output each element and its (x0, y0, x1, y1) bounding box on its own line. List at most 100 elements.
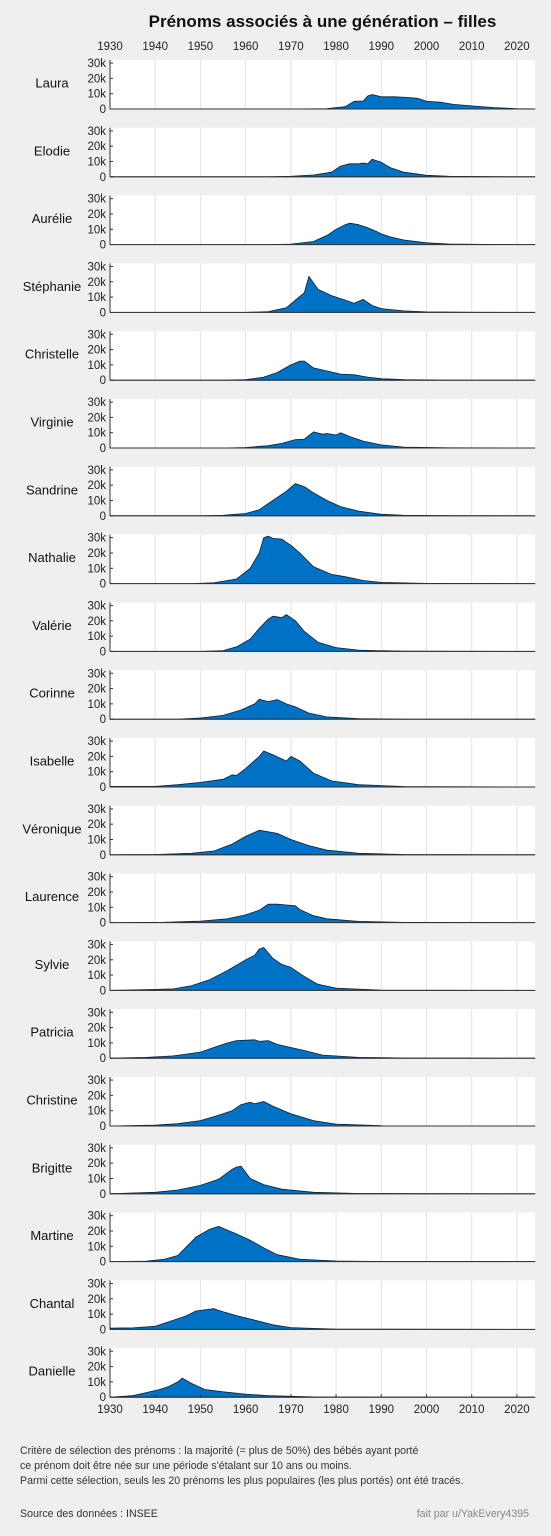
y-tick-label: 30k (87, 329, 106, 341)
y-tick-label: 30k (87, 533, 106, 545)
panel-Isabelle (109, 738, 536, 788)
y-tick-label: 10k (87, 563, 106, 575)
x-tick-label-top: 1940 (142, 41, 168, 53)
x-tick-label-top: 1930 (97, 41, 123, 53)
x-tick-label-bottom: 1990 (368, 1404, 394, 1416)
y-tick-label: 0 (100, 375, 106, 387)
y-tick-label: 0 (100, 1257, 106, 1269)
y-tick-label: 0 (100, 918, 106, 930)
panel-Christelle (109, 331, 536, 381)
y-tick-label: 20k (87, 412, 106, 424)
area-Véronique (109, 829, 536, 856)
panel-Laurence (109, 873, 536, 924)
footnote-line-2: ce prénom doit être née sur une période … (20, 1460, 352, 1472)
panel-background (110, 1009, 535, 1059)
y-tick-label: 20k (87, 1090, 106, 1102)
series-label-Aurélie: Aurélie (32, 211, 72, 226)
y-tick-label: 30k (87, 1143, 106, 1155)
series-label-Sylvie: Sylvie (35, 957, 70, 972)
y-tick-label: 30k (87, 736, 106, 748)
x-tick-label-bottom: 1950 (188, 1404, 214, 1416)
panel-background (110, 670, 535, 720)
series-label-Stéphanie: Stéphanie (23, 279, 82, 294)
area-Nathalie (109, 535, 536, 584)
panel-Valérie (109, 602, 536, 652)
area-Aurélie (109, 222, 536, 245)
y-tick-label: 10k (87, 224, 106, 236)
series-label-Chantal: Chantal (30, 1296, 75, 1311)
panel-Danielle (109, 1348, 536, 1398)
author-credit: fait par u/YakEvery4395 (416, 1508, 529, 1520)
y-tick-label: 10k (87, 360, 106, 372)
footnote-line-3: Parmi cette sélection, seuls les 20 prén… (20, 1475, 464, 1487)
x-tick-label-top: 2020 (504, 41, 530, 53)
y-tick-label: 0 (100, 985, 106, 997)
y-tick-label: 30k (87, 58, 106, 70)
series-label-Danielle: Danielle (29, 1364, 76, 1379)
y-tick-label: 20k (87, 345, 106, 357)
series-label-Valérie: Valérie (32, 618, 72, 633)
series-label-Elodie: Elodie (34, 143, 70, 158)
panel-Aurélie (109, 195, 536, 246)
y-tick-label: 20k (87, 1226, 106, 1238)
panel-Sylvie (109, 941, 536, 991)
y-tick-label: 20k (87, 751, 106, 763)
footnote: Critère de sélection des prénoms : la ma… (20, 1444, 463, 1489)
y-tick-label: 10k (87, 89, 106, 101)
x-tick-label-top: 2010 (459, 41, 485, 53)
y-tick-label: 10k (87, 1173, 106, 1185)
y-tick-label: 20k (87, 1158, 106, 1170)
y-tick-label: 30k (87, 872, 106, 884)
y-tick-label: 30k (87, 1346, 106, 1358)
series-label-Laura: Laura (35, 76, 69, 91)
series-label-Brigitte: Brigitte (32, 1160, 72, 1175)
area-Patricia (109, 1039, 536, 1059)
area-Isabelle (109, 750, 536, 788)
y-tick-label: 10k (87, 1377, 106, 1389)
x-tick-label-top: 1950 (188, 41, 214, 53)
x-tick-label-top: 2000 (414, 41, 440, 53)
x-tick-label-bottom: 1980 (323, 1404, 349, 1416)
panel-background (110, 1144, 535, 1194)
y-tick-label: 20k (87, 73, 106, 85)
x-tick-label-bottom: 2020 (504, 1404, 530, 1416)
data-source: Source des données : INSEE (20, 1508, 158, 1520)
series-label-Martine: Martine (30, 1228, 73, 1243)
x-tick-label-bottom: 2000 (414, 1404, 440, 1416)
area-Brigitte (109, 1165, 536, 1195)
y-tick-label: 0 (100, 1324, 106, 1336)
panel-background (110, 805, 535, 855)
y-tick-label: 20k (87, 209, 106, 221)
x-tick-label-bottom: 1940 (142, 1404, 168, 1416)
y-tick-label: 20k (87, 1023, 106, 1035)
y-tick-label: 10k (87, 156, 106, 168)
panel-Virginie (109, 399, 536, 449)
y-tick-label: 10k (87, 631, 106, 643)
panel-Nathalie (109, 534, 536, 585)
y-tick-label: 20k (87, 955, 106, 967)
y-tick-label: 10k (87, 292, 106, 304)
panel-Martine (109, 1212, 536, 1263)
panel-background (110, 60, 535, 109)
y-tick-label: 20k (87, 480, 106, 492)
y-tick-label: 20k (87, 141, 106, 153)
y-tick-label: 30k (87, 1007, 106, 1019)
y-tick-label: 0 (100, 1392, 106, 1404)
y-tick-label: 0 (100, 172, 106, 184)
y-tick-label: 10k (87, 970, 106, 982)
y-tick-label: 20k (87, 819, 106, 831)
series-label-Isabelle: Isabelle (30, 754, 75, 769)
y-tick-label: 0 (100, 850, 106, 862)
series-label-Virginie: Virginie (30, 415, 73, 430)
y-tick-label: 10k (87, 428, 106, 440)
panel-Elodie (109, 127, 536, 178)
y-tick-label: 30k (87, 600, 106, 612)
y-tick-label: 20k (87, 277, 106, 289)
x-tick-label-bottom: 1960 (233, 1404, 259, 1416)
area-Martine (109, 1226, 536, 1262)
panel-Patricia (109, 1009, 536, 1059)
x-tick-label-top: 1960 (233, 41, 259, 53)
y-tick-label: 30k (87, 1278, 106, 1290)
series-label-Laurence: Laurence (25, 889, 79, 904)
